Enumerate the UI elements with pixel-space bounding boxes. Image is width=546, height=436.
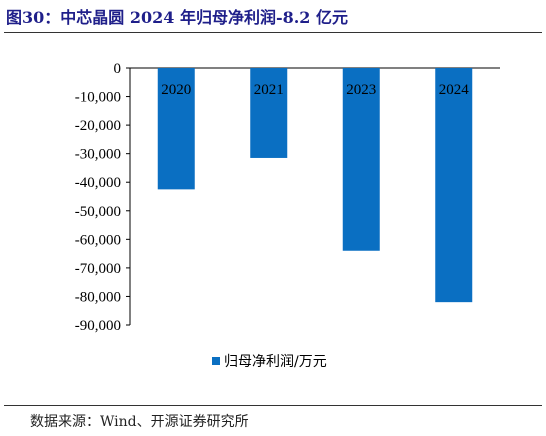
y-tick-label: -10,000 bbox=[75, 90, 121, 106]
y-tick-label: -30,000 bbox=[75, 147, 121, 163]
bar-2023 bbox=[342, 68, 380, 251]
y-tick-label: -60,000 bbox=[75, 232, 121, 248]
legend: 归母净利润/万元 bbox=[212, 353, 327, 370]
y-tick-label: -90,000 bbox=[75, 318, 121, 334]
y-tick-label: -20,000 bbox=[75, 118, 121, 134]
bar-2024 bbox=[435, 68, 473, 303]
chart-title: 图30：中芯晶圆 2024 年归母净利润-8.2 亿元 bbox=[6, 8, 348, 27]
legend-swatch bbox=[212, 357, 220, 365]
source-note: 数据来源：Wind、开源证券研究所 bbox=[30, 414, 249, 430]
x-category-label: 2024 bbox=[439, 82, 470, 98]
y-tick-label: 0 bbox=[114, 61, 122, 77]
bar-2020 bbox=[157, 68, 195, 190]
legend-label: 归母净利润/万元 bbox=[224, 353, 327, 370]
y-tick-label: -80,000 bbox=[75, 289, 121, 305]
bars: 2020 2021 2023 2024 bbox=[157, 68, 473, 303]
bar-2021 bbox=[250, 68, 288, 158]
y-axis: 0 -10,000 -20,000 -30,000 -40,000 -50,000 -60,… bbox=[75, 61, 500, 334]
x-category-label: 2023 bbox=[346, 82, 376, 98]
y-tick-label: -50,000 bbox=[75, 204, 121, 220]
title-divider bbox=[4, 32, 542, 33]
x-category-label: 2020 bbox=[161, 82, 191, 98]
x-category-label: 2021 bbox=[254, 82, 284, 98]
y-tick-label: -40,000 bbox=[75, 175, 121, 191]
source-divider bbox=[4, 405, 542, 406]
y-tick-label: -70,000 bbox=[75, 261, 121, 277]
